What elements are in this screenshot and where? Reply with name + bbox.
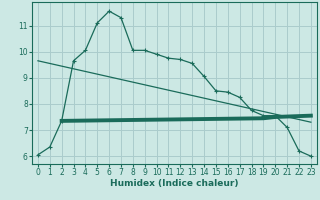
X-axis label: Humidex (Indice chaleur): Humidex (Indice chaleur) — [110, 179, 239, 188]
